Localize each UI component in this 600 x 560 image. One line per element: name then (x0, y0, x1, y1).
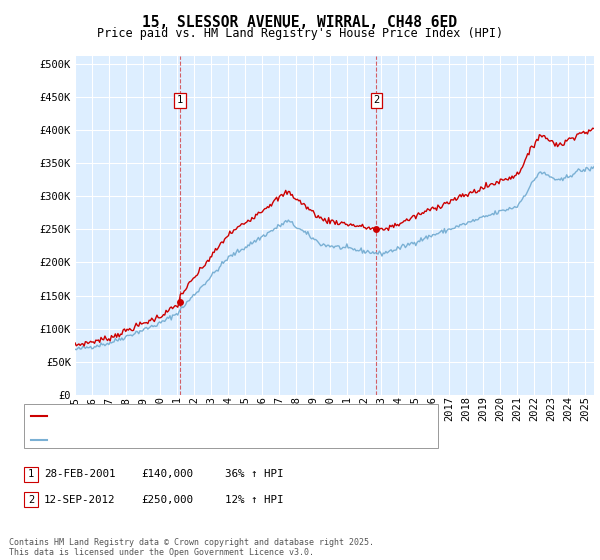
Text: £140,000: £140,000 (141, 469, 193, 479)
Text: 36% ↑ HPI: 36% ↑ HPI (225, 469, 284, 479)
Text: £250,000: £250,000 (141, 494, 193, 505)
Point (175, 298, 185, 307)
Text: 1: 1 (28, 469, 34, 479)
Text: 1: 1 (176, 95, 183, 105)
Point (371, 225, 381, 234)
Text: 28-FEB-2001: 28-FEB-2001 (44, 469, 115, 479)
Text: HPI: Average price, detached house, Wirral: HPI: Average price, detached house, Wirr… (50, 435, 302, 445)
Text: 15, SLESSOR AVENUE, WIRRAL, CH48 6ED: 15, SLESSOR AVENUE, WIRRAL, CH48 6ED (143, 15, 458, 30)
Text: 12% ↑ HPI: 12% ↑ HPI (225, 494, 284, 505)
Text: Price paid vs. HM Land Registry's House Price Index (HPI): Price paid vs. HM Land Registry's House … (97, 27, 503, 40)
Text: 2: 2 (373, 95, 379, 105)
Text: Contains HM Land Registry data © Crown copyright and database right 2025.
This d: Contains HM Land Registry data © Crown c… (9, 538, 374, 557)
Text: 12-SEP-2012: 12-SEP-2012 (44, 494, 115, 505)
Text: 15, SLESSOR AVENUE, WIRRAL, CH48 6ED (detached house): 15, SLESSOR AVENUE, WIRRAL, CH48 6ED (de… (50, 410, 368, 421)
Text: 2: 2 (28, 494, 34, 505)
